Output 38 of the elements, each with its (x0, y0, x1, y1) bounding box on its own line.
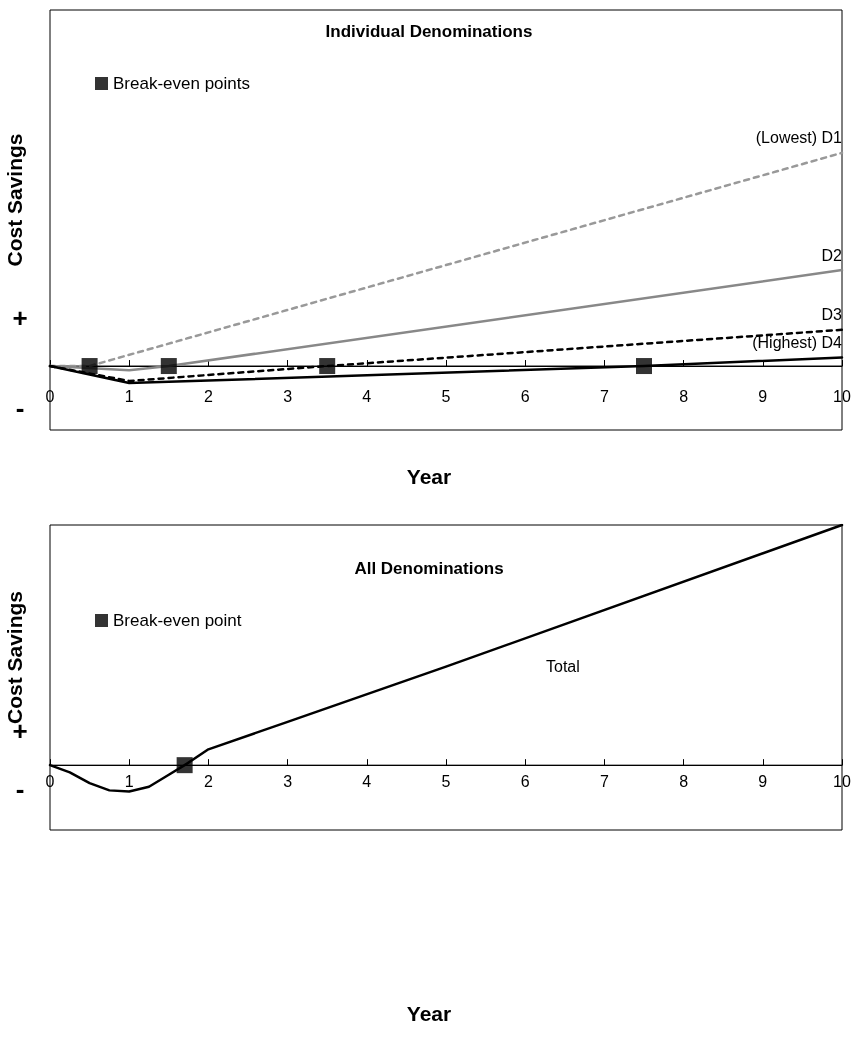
x-tick-label: 8 (679, 772, 689, 790)
x-tick-label: 7 (599, 772, 609, 790)
x-tick-label: 0 (45, 772, 55, 790)
x-tick-label: 9 (758, 772, 768, 790)
series-label: (Lowest) D1 (755, 129, 843, 147)
x-tick-label: 4 (362, 772, 372, 790)
x-tick-label: 3 (283, 387, 293, 405)
x-tick-label: 5 (441, 387, 451, 405)
x-tick-label: 1 (124, 387, 134, 405)
chart-title: Individual Denominations (325, 22, 533, 41)
x-tick-label: 10 (833, 772, 851, 790)
x-tick-label: 10 (833, 387, 851, 405)
x-tick-label: 3 (283, 772, 293, 790)
text: - (15, 774, 25, 805)
text: + (12, 303, 28, 334)
legend-label: Break-even point (113, 611, 242, 630)
x-tick-label: 1 (124, 772, 134, 790)
x-tick-label: 2 (203, 772, 213, 790)
x-tick-label: 7 (599, 387, 609, 405)
series-label: (Highest) D4 (752, 334, 843, 352)
text: - (15, 393, 25, 424)
text: All Denominations (354, 559, 504, 578)
x-tick-label: 6 (520, 772, 530, 790)
x-tick-label: 4 (362, 387, 372, 405)
x-axis-title: Year (406, 465, 452, 488)
x-tick-label: 9 (758, 387, 768, 405)
series-label: Total (546, 658, 580, 676)
x-tick-label: 6 (520, 387, 530, 405)
x-tick-label: 5 (441, 772, 451, 790)
series-label: D2 (821, 246, 843, 264)
y-axis-title: Cost Savings (2, 133, 26, 267)
y-axis-title: Cost Savings (2, 590, 26, 725)
x-axis-title: Year (406, 1002, 452, 1025)
x-tick-label: 0 (45, 387, 55, 405)
x-tick-label: 2 (203, 387, 213, 405)
x-tick-label: 8 (679, 387, 689, 405)
series-label: D3 (821, 306, 843, 324)
legend-label: Break-even points (113, 74, 251, 93)
